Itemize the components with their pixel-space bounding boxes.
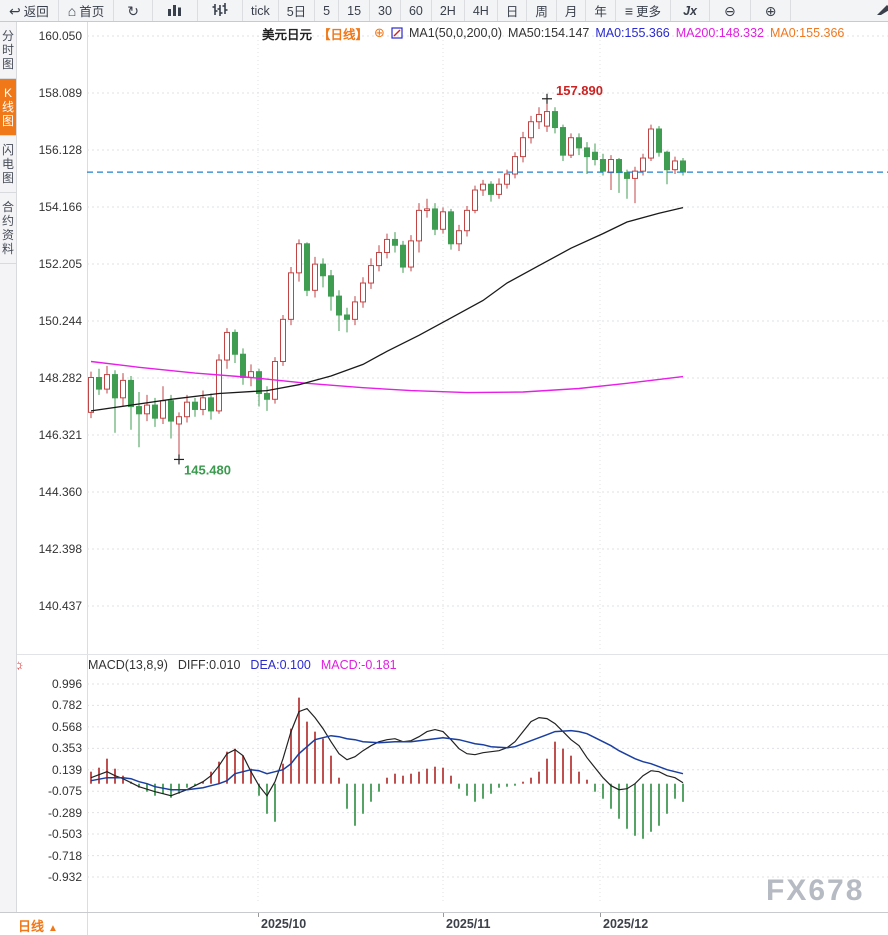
macd-chart-canvas[interactable]	[0, 654, 888, 912]
period-option-11[interactable]: 年	[586, 0, 616, 21]
bottom-axis-separator	[87, 913, 88, 935]
price-axis-label: 144.360	[38, 484, 82, 499]
refresh-button[interactable]: ↻	[114, 0, 153, 21]
price-axis-label: 146.321	[38, 427, 82, 442]
more-icon: ≡	[624, 2, 634, 19]
price-axis-label: 148.282	[38, 371, 82, 385]
price-axis-label: 160.050	[38, 29, 82, 43]
current-period-label: 日线	[18, 919, 45, 934]
period-option-3[interactable]: 15	[339, 0, 371, 21]
back-button[interactable]: ↩ 返回	[0, 0, 59, 21]
current-period-button[interactable]: 日线 ▲	[18, 916, 58, 935]
sidebar-item-2[interactable]: 闪电图	[0, 136, 16, 193]
axis-separator-line	[87, 22, 88, 935]
period-option-7[interactable]: 4H	[465, 0, 498, 21]
sidebar-item-0[interactable]: 分时图	[0, 22, 16, 79]
chart-header: 美元日元 【日线】 ⊕ MA1(50,0,200,0) MA50:154.147…	[262, 25, 850, 42]
sidebar-item-3[interactable]: 合约资料	[0, 193, 16, 264]
macd-axis-label: -0.503	[47, 827, 82, 842]
home-label: 首页	[79, 5, 105, 19]
x-axis-tick	[258, 913, 259, 917]
symbol-name: 美元日元	[262, 27, 313, 42]
macd-axis-label: 0.568	[51, 719, 82, 734]
macd-title: MACD(13,8,9)	[88, 658, 168, 672]
bar-chart-type-button[interactable]	[153, 0, 198, 21]
period-option-0[interactable]: tick	[243, 0, 279, 21]
back-label: 返回	[23, 5, 49, 19]
macd-axis-label: -0.075	[47, 784, 82, 799]
ma0-blue-value: MA0:155.366	[595, 26, 670, 40]
price-axis-label: 154.166	[38, 200, 82, 214]
zoom-out-button[interactable]: ⊖	[710, 0, 751, 21]
ma0-orange-value: MA0:155.366	[769, 26, 845, 40]
macd-axis-label: -0.932	[47, 870, 82, 884]
pencil-icon	[875, 2, 888, 19]
period-option-1[interactable]: 5日	[279, 0, 316, 21]
macd-header: MACD(13,8,9) DIFF:0.010 DEA:0.100 MACD:-…	[88, 658, 407, 672]
x-axis-tick	[600, 913, 601, 917]
bottom-bar: 日线 ▲ 2025/10 2025/11 2025/12	[0, 912, 888, 935]
indicator-formula-button[interactable]: Jx	[671, 0, 710, 21]
period-option-2[interactable]: 5	[315, 0, 340, 21]
price-axis-label: 142.398	[38, 542, 82, 556]
macd-axis-label: -0.718	[47, 848, 82, 863]
ma-settings-label: MA1(50,0,200,0)	[408, 26, 503, 40]
svg-text:145.480: 145.480	[184, 462, 231, 477]
back-icon: ↩	[9, 2, 21, 19]
price-axis-label: 156.128	[38, 142, 82, 157]
price-axis-label: 150.244	[38, 313, 82, 328]
price-axis-label: 158.089	[38, 85, 82, 100]
ohlc-chart-type-button[interactable]	[198, 0, 243, 21]
more-button[interactable]: ≡ 更多	[616, 0, 672, 21]
panel-divider-line	[17, 654, 888, 655]
period-option-9[interactable]: 周	[527, 0, 557, 21]
refresh-icon: ↻	[127, 2, 139, 19]
macd-axis-label: 0.782	[51, 698, 82, 713]
add-indicator-icon[interactable]: ⊕	[374, 25, 385, 40]
x-axis-date-label: 2025/10	[261, 917, 307, 931]
zoom-out-icon: ⊖	[723, 2, 736, 19]
price-axis-label: 140.437	[38, 599, 82, 613]
x-axis-date-label: 2025/12	[603, 917, 649, 931]
period-tag: 【日线】	[318, 27, 369, 42]
period-option-4[interactable]: 30	[370, 0, 401, 21]
x-axis-tick	[443, 913, 444, 917]
period-option-10[interactable]: 月	[557, 0, 587, 21]
home-button[interactable]: ⌂ 首页	[59, 0, 115, 21]
macd-diff-value: DIFF:0.010	[177, 658, 241, 672]
macd-dea-value: DEA:0.100	[250, 658, 311, 672]
macd-axis-label: 0.139	[51, 762, 82, 777]
watermark: FX678	[766, 874, 865, 907]
zoom-in-icon: ⊕	[764, 2, 777, 19]
zoom-in-button[interactable]: ⊕	[751, 0, 792, 21]
period-option-8[interactable]: 日	[498, 0, 528, 21]
ma50-value: MA50:154.147	[508, 26, 590, 40]
period-up-arrow-icon: ▲	[48, 923, 58, 934]
home-icon: ⌂	[67, 2, 77, 19]
draw-tool-button[interactable]	[791, 0, 888, 21]
ohlc-bars-icon	[212, 2, 228, 19]
macd-axis-label: 0.353	[51, 741, 82, 756]
more-label: 更多	[636, 5, 662, 19]
price-chart-canvas[interactable]: 157.890 145.480	[0, 22, 888, 654]
period-option-5[interactable]: 60	[401, 0, 432, 21]
price-axis-label: 152.205	[38, 256, 82, 271]
macd-axis-label: 0.996	[51, 677, 82, 691]
macd-hist-value: MACD:-0.181	[320, 658, 397, 672]
x-axis-date-label: 2025/11	[446, 917, 491, 931]
svg-text:157.890: 157.890	[556, 83, 603, 98]
fx-icon: Jx	[683, 3, 697, 18]
ma200-value: MA200:148.332	[675, 26, 764, 40]
macd-axis-label: -0.289	[47, 805, 82, 820]
top-toolbar: ↩ 返回 ⌂ 首页 ↻ tick 5日 5 15 30 60 2H 4H 日周月年 ≡ 更多 J…	[0, 0, 888, 22]
legend-style-icon[interactable]	[391, 27, 403, 39]
bar-chart-icon	[167, 3, 183, 19]
period-option-6[interactable]: 2H	[432, 0, 465, 21]
